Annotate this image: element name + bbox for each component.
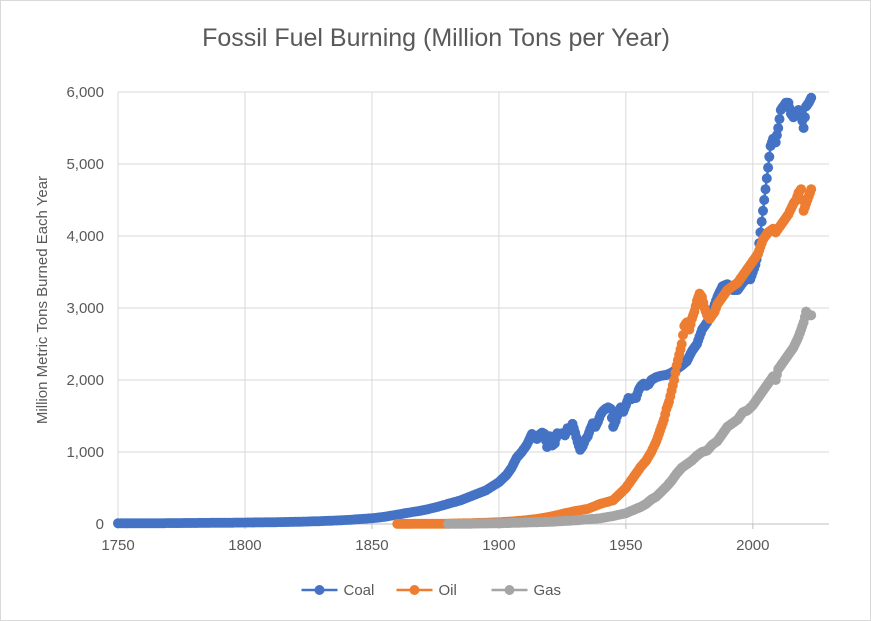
y-tick-label: 1,000	[66, 444, 104, 461]
x-tick-label: 1800	[228, 537, 261, 554]
x-tick-label: 1750	[101, 537, 134, 554]
legend-label: Gas	[534, 582, 562, 599]
y-tick-label: 2,000	[66, 372, 104, 389]
legend-item-oil: Oil	[396, 582, 457, 599]
x-tick-label: 1850	[355, 537, 388, 554]
coal-point	[759, 195, 770, 205]
series-layer	[113, 92, 817, 529]
legend-item-coal: Coal	[301, 582, 375, 599]
chart-title: Fossil Fuel Burning (Million Tons per Ye…	[202, 24, 670, 52]
x-tick-label: 2000	[736, 537, 769, 554]
y-axis-title: Million Metric Tons Burned Each Year	[34, 176, 51, 424]
coal-point	[763, 162, 774, 173]
coal-point	[605, 403, 616, 414]
y-tick-label: 5,000	[66, 156, 104, 173]
legend-swatch-marker	[314, 585, 325, 595]
series-gas	[443, 306, 817, 529]
legend: Coal Oil Gas	[301, 582, 562, 599]
coal-point	[761, 173, 772, 184]
coal-point	[774, 114, 785, 124]
y-tick-label: 6,000	[66, 84, 104, 101]
y-tick-label: 4,000	[66, 228, 104, 245]
gas-point	[806, 310, 817, 321]
coal-point	[798, 123, 809, 133]
legend-swatch-marker	[409, 585, 420, 595]
coal-point	[764, 151, 775, 162]
x-tick-label: 1950	[609, 537, 642, 554]
series-coal	[113, 92, 817, 529]
coal-point	[760, 184, 771, 195]
coal-point	[773, 123, 784, 133]
legend-item-gas: Gas	[491, 582, 562, 599]
coal-point	[806, 92, 817, 103]
coal-point	[758, 205, 768, 216]
x-tick-label: 1900	[482, 537, 515, 554]
y-tick-label: 0	[96, 516, 104, 533]
coal-point	[799, 112, 810, 123]
oil-point	[796, 184, 807, 195]
y-tick-label: 3,000	[66, 300, 104, 317]
coal-point	[756, 216, 767, 227]
legend-label: Oil	[439, 582, 457, 599]
gas-line	[448, 308, 812, 526]
legend-label: Coal	[344, 582, 375, 599]
tick-labels: 0 1,000 2,000 3,000 4,000 5,000 6,000 1750 1800 1…	[66, 84, 769, 554]
oil-point	[806, 184, 817, 195]
oil-line	[397, 185, 813, 526]
oil-point	[676, 339, 687, 349]
gridlines	[117, 91, 829, 524]
legend-swatch-marker	[504, 585, 515, 595]
